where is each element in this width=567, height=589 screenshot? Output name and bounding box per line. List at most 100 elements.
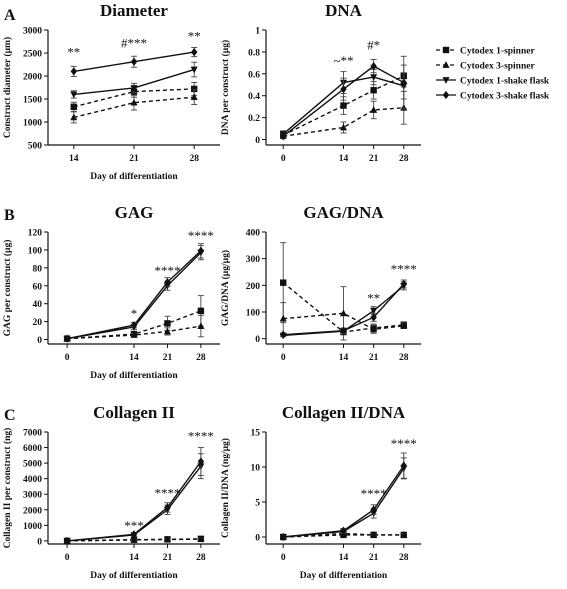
series-line [66, 250, 202, 340]
series-1 [70, 89, 198, 124]
significance-label: * [131, 306, 138, 321]
y-tick-label: 2000 [23, 506, 42, 516]
x-tick-label: 28 [196, 553, 206, 563]
legend-marker [442, 90, 450, 100]
data-point [280, 330, 287, 339]
chart-title: GAG/DNA [303, 203, 384, 222]
data-point [370, 325, 378, 333]
data-point [197, 307, 205, 315]
data-point [370, 531, 378, 538]
chart-title: Diameter [100, 1, 168, 20]
chart-gag: GAG 0 20 40 60 80 100 120 0 14 21 28 Day of differen… [2, 203, 220, 381]
y-tick-label: 100 [28, 246, 43, 256]
data-point [164, 320, 171, 327]
data-point [370, 87, 377, 94]
data-point [130, 530, 138, 539]
legend-item: Cytodex 1-spinner [436, 47, 535, 57]
panel-label-a: A [4, 7, 16, 24]
data-point [280, 532, 287, 542]
data-point [197, 322, 205, 329]
y-tick-label: 0.6 [248, 70, 260, 80]
series-line [66, 252, 202, 340]
y-tick-label: 10 [251, 464, 261, 474]
chart-title: DNA [325, 1, 363, 20]
y-tick-label: 1000 [23, 119, 42, 129]
x-tick-label: 28 [399, 353, 409, 363]
data-point [370, 313, 377, 322]
chart-diameter: Diameter 500 1000 1500 2000 2500 3000 14 21 28 Day… [2, 1, 220, 182]
legend-label: Cytodex 1-shake flask [460, 77, 550, 87]
x-tick-label: 0 [65, 353, 70, 363]
data-point [164, 278, 171, 287]
data-point [370, 74, 378, 81]
data-point [400, 461, 407, 470]
data-point [130, 321, 138, 330]
x-tick-label: 28 [196, 353, 206, 363]
data-point [63, 536, 71, 546]
x-axis-label: Day of differentiation [90, 371, 178, 381]
data-point [164, 503, 171, 512]
y-axis-label: GAG/DNA (µg/µg) [220, 250, 231, 326]
series-line [283, 465, 405, 538]
series-line [282, 282, 404, 333]
data-point [130, 85, 138, 92]
x-tick-label: 14 [339, 154, 349, 164]
data-point [190, 66, 198, 74]
legend-label: Cytodex 3-shake flask [460, 92, 550, 102]
y-tick-label: 3000 [23, 27, 42, 37]
data-point [370, 307, 378, 315]
y-tick-label: 20 [33, 318, 43, 328]
y-tick-label: 0 [37, 336, 42, 346]
chart-collagen_dna: Collagen II/DNA 0 5 10 15 0 14 21 28 Day of diffe… [220, 403, 421, 581]
significance-label: ** [188, 29, 201, 44]
data-point [370, 61, 377, 71]
legend: Cytodex 1-spinner Cytodex 3-spinner Cytode… [436, 47, 550, 102]
legend-item: Cytodex 3-spinner [436, 61, 535, 72]
data-point [400, 322, 408, 329]
y-tick-label: 80 [33, 264, 43, 274]
data-point [70, 67, 77, 76]
y-tick-label: 2000 [23, 73, 42, 83]
x-tick-label: 28 [399, 154, 409, 164]
series-line [67, 310, 202, 340]
data-point [191, 47, 198, 57]
data-point [279, 314, 287, 322]
data-point [400, 78, 407, 87]
significance-label: **** [361, 486, 387, 501]
y-tick-label: 200 [246, 282, 261, 292]
series-line [282, 75, 405, 136]
x-tick-label: 21 [163, 353, 173, 363]
data-point [370, 106, 378, 113]
legend-item: Cytodex 3-shake flask [436, 90, 550, 102]
series-line [282, 76, 404, 135]
series-3 [280, 452, 407, 542]
legend-label: Cytodex 1-spinner [460, 47, 535, 57]
data-point [70, 103, 77, 111]
y-tick-label: 0.4 [248, 92, 260, 102]
data-point [130, 98, 138, 106]
series-3 [70, 47, 198, 77]
data-point [339, 123, 348, 131]
x-tick-label: 14 [129, 553, 139, 563]
y-tick-label: 0 [255, 534, 260, 544]
y-tick-label: 0.8 [248, 48, 260, 58]
y-axis-label: Collagen II per construct (ng) [2, 428, 13, 549]
y-axis-label: Construct diameter (µm) [2, 37, 13, 138]
significance-label: **** [188, 228, 214, 243]
legend-label: Cytodex 3-spinner [460, 62, 535, 72]
data-point [70, 91, 78, 99]
data-point [400, 279, 407, 289]
data-point [340, 526, 347, 535]
data-point [63, 334, 71, 343]
chart-title: Collagen II/DNA [282, 403, 406, 422]
y-tick-label: 120 [28, 229, 43, 239]
series-3 [63, 447, 205, 546]
data-point [340, 84, 347, 94]
significance-label: ~** [333, 53, 353, 68]
y-tick-label: 3000 [23, 491, 42, 501]
significance-label: **** [154, 485, 180, 500]
chart-title: GAG [115, 203, 154, 222]
y-tick-label: 300 [246, 255, 261, 265]
significance-label: **** [391, 261, 417, 276]
x-tick-label: 14 [339, 553, 349, 563]
